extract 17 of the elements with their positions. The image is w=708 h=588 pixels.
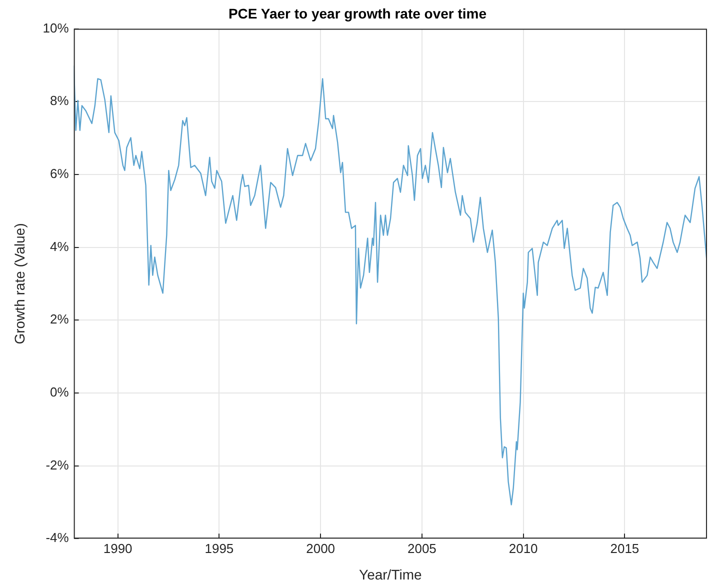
x-tick-label: 2015	[610, 540, 640, 556]
chart-title: PCE Yaer to year growth rate over time	[228, 5, 487, 22]
y-tick-label: -4%	[46, 530, 70, 546]
x-tick-label: 1995	[204, 540, 234, 556]
y-tick-label: 8%	[50, 93, 70, 108]
x-tick-label: 2000	[306, 540, 336, 556]
y-tick-label: 10%	[42, 20, 70, 36]
x-tick-label: 1990	[103, 540, 132, 556]
y-axis-title: Growth rate (Value)	[11, 223, 28, 344]
x-tick-label: 2005	[407, 540, 436, 556]
y-tick-label: 2%	[50, 312, 70, 327]
y-tick-label: 4%	[50, 238, 70, 254]
y-tick-label: 6%	[50, 166, 70, 182]
x-tick-label: 2010	[508, 540, 538, 556]
y-tick-label: -2%	[46, 457, 70, 472]
y-tick-label: 0%	[50, 384, 70, 400]
x-axis-title: Year/Time	[359, 566, 422, 582]
